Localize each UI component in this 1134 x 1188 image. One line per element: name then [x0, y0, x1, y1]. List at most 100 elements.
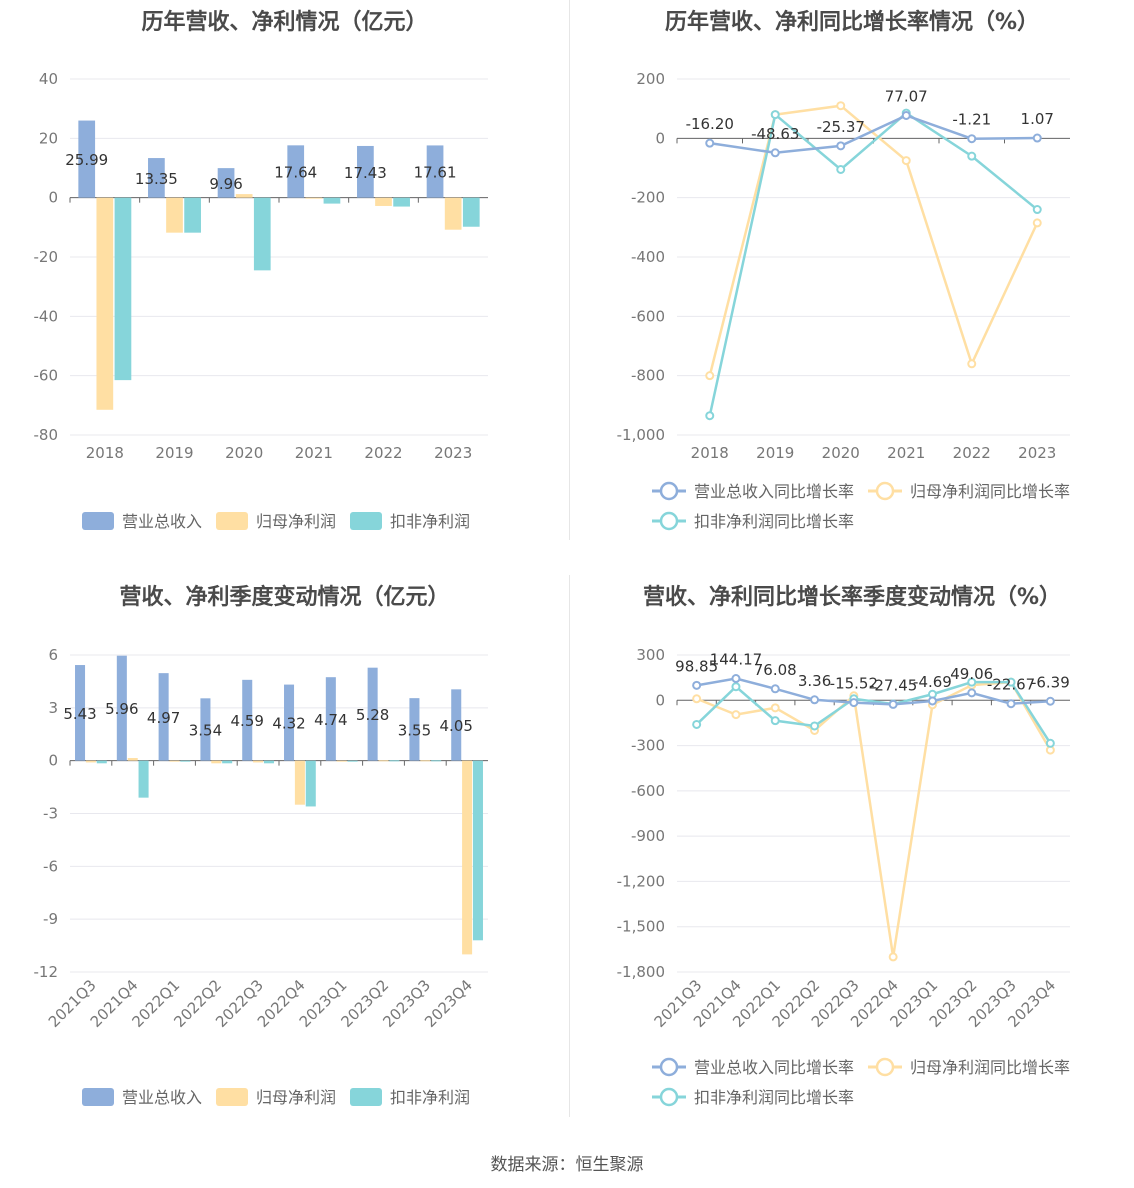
y-tick-label: 0	[48, 752, 58, 770]
data-point	[849, 698, 859, 708]
bar	[323, 197, 341, 204]
y-tick-label: -600	[631, 782, 665, 800]
data-label: 4.32	[272, 715, 305, 733]
series-line	[696, 677, 1051, 706]
bar	[378, 760, 389, 762]
bar	[347, 760, 358, 762]
bar	[305, 760, 316, 807]
data-point	[1032, 218, 1042, 228]
legend-marker	[659, 1057, 679, 1077]
legend-marker	[659, 481, 679, 501]
data-label: 17.61	[414, 164, 457, 182]
data-point	[927, 696, 937, 706]
data-source: 数据来源：恒生聚源	[490, 1155, 644, 1175]
data-label: 17.64	[274, 164, 317, 182]
data-label: 4.05	[440, 717, 473, 735]
data-point	[705, 138, 715, 148]
y-tick-label: -1,800	[617, 963, 665, 981]
data-label: -6.39	[1031, 673, 1070, 691]
bar	[78, 120, 96, 198]
y-tick-label: -9	[43, 910, 58, 928]
chart-title: 历年营收、净利情况（亿元）	[141, 10, 428, 35]
x-tick-label: 2020	[225, 444, 263, 462]
bar	[222, 760, 233, 764]
y-tick-label: -600	[631, 307, 665, 325]
data-point	[967, 151, 977, 161]
data-point	[967, 359, 977, 369]
data-label: 49.06	[950, 665, 993, 683]
y-tick-label: -80	[34, 426, 59, 444]
data-label: 4.59	[231, 712, 264, 730]
data-label: -1.21	[952, 111, 991, 129]
bar	[116, 655, 127, 761]
legend-label: 归母净利润同比增长率	[910, 1058, 1070, 1077]
bar	[166, 197, 183, 233]
bar	[253, 760, 264, 763]
x-tick-label: 2023	[434, 444, 472, 462]
y-tick-label: 3	[48, 699, 58, 717]
y-tick-label: -300	[631, 737, 665, 755]
series-line	[709, 114, 1038, 155]
data-label: 4.97	[147, 709, 180, 727]
x-tick-label: 2019	[756, 444, 794, 462]
data-label: 25.99	[65, 151, 108, 169]
data-point	[770, 684, 780, 694]
x-tick-label: 2022	[953, 444, 991, 462]
data-point	[1032, 133, 1042, 143]
panel-divider	[569, 575, 570, 1117]
quarterly-amount-chart: 630-3-6-9-122021Q32021Q42022Q12022Q22022…	[34, 646, 488, 1107]
data-point	[836, 101, 846, 111]
legend-label: 扣非净利润同比增长率	[694, 1088, 854, 1107]
data-point	[1045, 696, 1055, 706]
y-tick-label: -3	[43, 805, 58, 823]
legend-label: 扣非净利润	[390, 512, 470, 531]
series-line	[708, 111, 1039, 416]
x-tick-label: 2021	[887, 444, 925, 462]
data-point	[967, 677, 977, 687]
legend-label: 归母净利润同比增长率	[910, 482, 1070, 501]
data-point	[692, 680, 702, 690]
data-point	[888, 952, 898, 962]
x-tick-label: 2018	[86, 444, 124, 462]
bar	[462, 197, 480, 227]
quarterly-growth-panel: 营收、净利同比增长率季度变动情况（%） 300 0 -300 -600 -900 -1,2…	[570, 575, 1134, 1135]
data-point	[692, 719, 702, 729]
quarterly-growth-chart: 3000-300-600-900-1,200-1,500-1,8002021Q3…	[617, 646, 1070, 1107]
bar	[158, 673, 169, 761]
y-tick-label: -1,200	[617, 872, 665, 890]
x-tick-label: 2018	[691, 444, 729, 462]
quarterly-amount-panel: 营收、净利季度变动情况（亿元） 6 3 0 -3 -6 -9 -12 2021Q3 2021Q4…	[0, 575, 569, 1135]
data-label: -25.37	[817, 118, 865, 136]
data-label: 4.74	[314, 711, 347, 729]
y-tick-label: -200	[631, 189, 665, 207]
legend-label: 营业总收入	[122, 512, 202, 531]
y-tick-label: 40	[39, 70, 58, 88]
legend-marker	[659, 511, 679, 531]
legend-label: 归母净利润	[256, 512, 336, 531]
data-point	[901, 156, 911, 166]
bar	[287, 145, 305, 198]
data-point	[770, 110, 780, 120]
data-point	[731, 710, 741, 720]
data-label: 76.08	[754, 661, 797, 679]
y-tick-label: -900	[631, 827, 665, 845]
series-line	[708, 104, 1039, 376]
data-label: 17.43	[344, 164, 387, 182]
data-label: 1.07	[1021, 110, 1054, 128]
y-tick-label: -60	[34, 367, 59, 385]
y-tick-label: 0	[655, 691, 665, 709]
data-label: -22.67	[987, 676, 1035, 694]
bar	[217, 168, 235, 198]
data-label: 3.54	[189, 721, 222, 739]
data-point	[770, 716, 780, 726]
data-point	[731, 674, 741, 684]
y-tick-label: -400	[631, 248, 665, 266]
y-tick-label: -800	[631, 367, 665, 385]
data-point	[731, 682, 741, 692]
bar	[211, 760, 222, 764]
bar	[325, 677, 336, 761]
legend-marker	[875, 481, 895, 501]
y-tick-label: -1,000	[617, 426, 665, 444]
bar	[114, 197, 132, 381]
y-tick-label: -40	[34, 307, 59, 325]
